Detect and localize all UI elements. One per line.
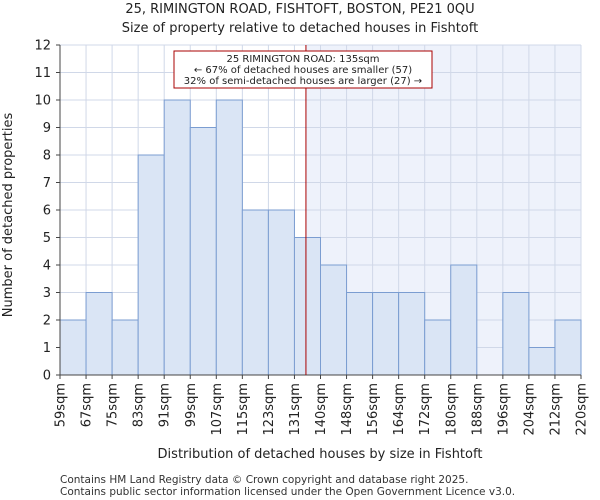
chart-subtitle: Size of property relative to detached ho… <box>122 21 478 36</box>
y-tick-label: 10 <box>34 94 51 109</box>
bar <box>241 209 269 376</box>
y-tick-label: 5 <box>43 231 51 246</box>
bar <box>398 292 426 376</box>
bar <box>215 99 243 376</box>
y-tick-label: 2 <box>43 314 51 329</box>
x-tick-label: 148sqm <box>340 383 355 436</box>
bar <box>85 292 113 376</box>
annotation-line2: ← 67% of detached houses are smaller (57… <box>194 65 412 76</box>
x-tick-label: 204sqm <box>522 383 537 436</box>
x-tick-label: 156sqm <box>366 383 381 436</box>
annotation-line3: 32% of semi-detached houses are larger (… <box>184 76 422 87</box>
bar <box>267 209 295 376</box>
x-tick-label: 172sqm <box>418 383 433 436</box>
x-tick-label: 196sqm <box>496 383 511 436</box>
y-tick-label: 6 <box>43 204 51 219</box>
bar <box>450 264 478 376</box>
chart-title: 25, RIMINGTON ROAD, FISHTOFT, BOSTON, PE… <box>125 2 474 17</box>
y-tick-label: 3 <box>43 286 51 301</box>
bar <box>137 154 165 376</box>
bar <box>372 292 400 376</box>
bar <box>346 292 374 376</box>
x-tick-label: 131sqm <box>288 383 303 436</box>
y-tick-label: 0 <box>43 369 51 384</box>
x-tick-label: 99sqm <box>184 383 199 427</box>
bar <box>320 264 348 376</box>
bar <box>111 319 139 376</box>
footer-line-2: Contains public sector information licen… <box>60 486 515 498</box>
bar <box>59 319 87 376</box>
x-tick-label: 115sqm <box>236 383 251 436</box>
y-tick-label: 11 <box>34 66 51 81</box>
x-tick-label: 164sqm <box>392 383 407 436</box>
x-tick-label: 83sqm <box>132 383 147 427</box>
footer-line-1: Contains HM Land Registry data © Crown c… <box>60 474 468 486</box>
y-tick-label: 9 <box>43 121 51 136</box>
x-tick-label: 91sqm <box>158 383 173 427</box>
x-axis-label: Distribution of detached houses by size … <box>158 447 483 462</box>
x-tick-label: 107sqm <box>210 383 225 436</box>
x-tick-label: 180sqm <box>444 383 459 436</box>
bar <box>163 99 191 376</box>
annotation-box <box>173 50 433 89</box>
x-tick-label: 140sqm <box>314 383 329 436</box>
x-tick-label: 188sqm <box>470 383 485 436</box>
bar <box>189 127 217 376</box>
x-tick-label: 59sqm <box>54 383 69 427</box>
x-tick-label: 67sqm <box>80 383 95 427</box>
y-tick-label: 7 <box>43 176 51 191</box>
y-tick-label: 4 <box>43 259 51 274</box>
annotation-line1: 25 RIMINGTON ROAD: 135sqm <box>226 54 379 65</box>
y-tick-label: 12 <box>34 39 51 54</box>
y-tick-label: 1 <box>43 341 51 356</box>
x-tick-label: 75sqm <box>106 383 121 427</box>
x-tick-label: 220sqm <box>575 383 590 436</box>
y-tick-label: 8 <box>43 149 51 164</box>
bar <box>502 292 530 376</box>
x-tick-label: 212sqm <box>548 383 563 436</box>
y-axis-label: Number of detached properties <box>1 113 16 318</box>
x-tick-label: 123sqm <box>262 383 277 436</box>
bar <box>528 347 556 376</box>
bar <box>554 319 582 376</box>
bar <box>293 237 322 376</box>
bar <box>424 319 452 376</box>
